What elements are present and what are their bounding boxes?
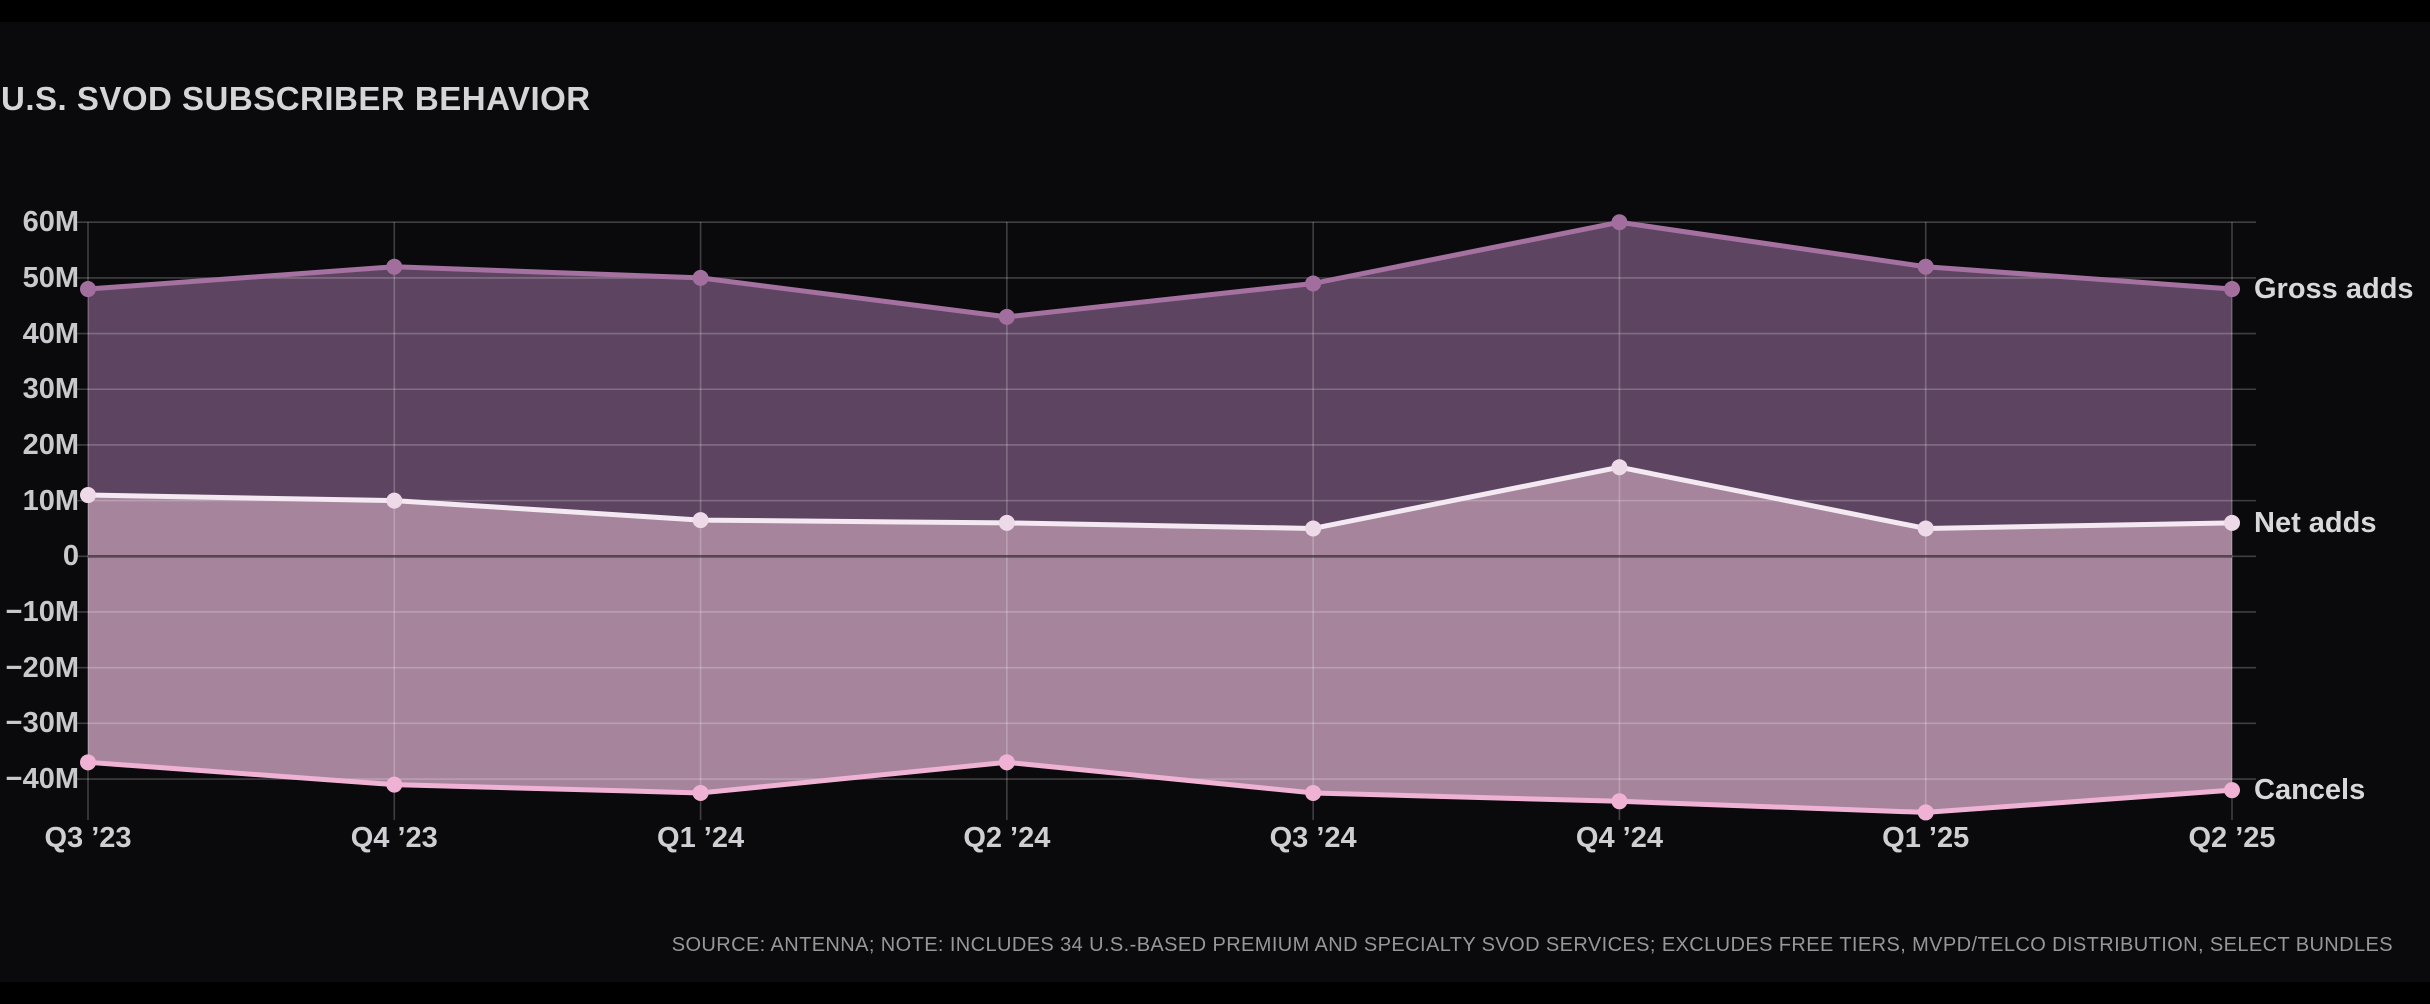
x-tick-label: Q2 ’25	[2188, 822, 2276, 854]
data-point-gross-adds	[1305, 275, 1322, 292]
data-point-net-adds	[1917, 520, 1934, 537]
series-label-net-adds: Net adds	[2254, 506, 2377, 539]
series-line-cancels	[85, 759, 2235, 815]
chart-title: U.S. SVOD SUBSCRIBER BEHAVIOR	[1, 80, 591, 117]
data-point-gross-adds	[80, 281, 96, 298]
y-tick-label: 0	[62, 540, 79, 573]
data-point-cancels	[998, 754, 1015, 771]
y-tick-label: 30M	[22, 373, 79, 406]
y-tick-label: 20M	[22, 428, 79, 461]
data-point-gross-adds	[1611, 214, 1628, 231]
y-tick-label: −30M	[5, 707, 79, 740]
data-point-gross-adds	[2224, 281, 2240, 298]
data-point-net-adds	[80, 487, 96, 504]
data-point-net-adds	[386, 492, 403, 509]
source-note: SOURCE: ANTENNA; NOTE: INCLUDES 34 U.S.-…	[671, 934, 2393, 956]
data-point-net-adds	[998, 514, 1015, 531]
x-tick-label: Q2 ’24	[963, 822, 1051, 854]
data-point-gross-adds	[386, 258, 403, 275]
data-point-cancels	[386, 776, 403, 793]
data-point-cancels	[1305, 784, 1322, 801]
y-tick-label: 40M	[22, 317, 79, 350]
series-label-cancels: Cancels	[2254, 774, 2366, 807]
series-label-gross-adds: Gross adds	[2254, 273, 2414, 306]
x-tick-label: Q3 ’24	[1269, 822, 1357, 854]
data-point-gross-adds	[998, 308, 1015, 325]
y-tick-label: 10M	[22, 484, 79, 517]
data-point-cancels	[2224, 782, 2240, 799]
y-tick-label: −10M	[5, 595, 79, 628]
x-tick-label: Q4 ’23	[350, 822, 438, 854]
data-point-cancels	[1611, 793, 1628, 810]
area-band-0	[88, 222, 2232, 529]
area-band-1	[88, 467, 2232, 813]
series-line-gross-adds	[85, 219, 2235, 320]
x-tick-label: Q3 ’23	[44, 822, 132, 854]
data-point-net-adds	[1305, 520, 1322, 537]
x-tick-label: Q1 ’25	[1882, 822, 1970, 854]
y-tick-label: 50M	[22, 261, 79, 294]
y-tick-label: −40M	[5, 763, 79, 796]
x-tick-label: Q4 ’24	[1575, 822, 1663, 854]
y-tick-label: 60M	[22, 206, 79, 239]
data-point-net-adds	[692, 512, 709, 529]
data-point-net-adds	[1611, 459, 1628, 476]
y-tick-label: −20M	[5, 651, 79, 684]
data-point-cancels	[692, 784, 709, 801]
x-tick-label: Q1 ’24	[657, 822, 745, 854]
data-point-net-adds	[2224, 514, 2240, 531]
data-point-cancels	[80, 754, 96, 771]
data-point-gross-adds	[692, 269, 709, 286]
data-point-cancels	[1917, 804, 1934, 821]
series-line-net-adds	[85, 464, 2235, 531]
data-point-gross-adds	[1917, 258, 1934, 275]
